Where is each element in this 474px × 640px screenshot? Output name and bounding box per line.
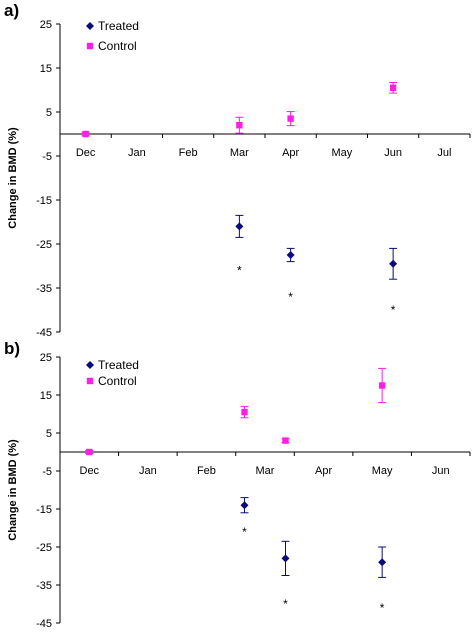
treated-point — [378, 558, 387, 567]
x-tick-label: Dec — [76, 147, 96, 159]
x-tick-label: Jun — [384, 147, 402, 159]
control-point — [236, 122, 243, 129]
x-tick-label: May — [372, 465, 393, 477]
significance-marker: * — [288, 290, 293, 304]
y-tick-label: -45 — [36, 618, 52, 630]
y-tick-label: -5 — [42, 151, 52, 163]
treated-point — [286, 251, 295, 259]
x-tick-label: Apr — [315, 465, 332, 477]
y-axis-label: Change in BMD (%) — [7, 439, 19, 541]
control-point — [389, 84, 397, 91]
y-tick-label: 15 — [40, 63, 52, 75]
y-tick-label: 15 — [40, 390, 52, 402]
control-point — [287, 115, 294, 122]
control-point — [82, 130, 89, 138]
legend-treated-marker — [86, 22, 94, 30]
y-tick-label: -25 — [36, 542, 52, 554]
legend-treated-label: Treated — [98, 19, 139, 33]
y-tick-label: -35 — [36, 283, 52, 295]
significance-marker: * — [242, 525, 247, 539]
legend-control-marker — [86, 377, 94, 385]
control-point — [282, 437, 289, 444]
y-tick-label: -5 — [42, 466, 52, 478]
control-point — [241, 408, 248, 416]
y-tick-label: 5 — [46, 107, 52, 119]
y-tick-label: -35 — [36, 580, 52, 592]
panel-label: b) — [4, 339, 20, 358]
x-tick-label: May — [331, 147, 352, 159]
y-tick-label: -15 — [36, 504, 52, 516]
significance-marker: * — [237, 263, 242, 277]
y-tick-label: 5 — [46, 428, 52, 440]
x-tick-label: Jan — [139, 465, 157, 477]
y-tick-label: 25 — [40, 19, 52, 31]
treated-point — [240, 501, 249, 510]
significance-marker: * — [283, 597, 288, 611]
significance-marker: * — [391, 303, 396, 317]
x-tick-label: Jan — [128, 147, 146, 159]
legend-control-marker — [86, 42, 94, 50]
x-tick-label: Feb — [197, 465, 216, 477]
y-axis-label: Change in BMD (%) — [7, 127, 19, 229]
x-tick-label: Dec — [80, 465, 100, 477]
panel-label: a) — [4, 1, 19, 20]
x-tick-label: Jul — [437, 147, 451, 159]
significance-marker: * — [380, 601, 385, 615]
y-tick-label: -15 — [36, 195, 52, 207]
x-tick-label: Apr — [282, 147, 299, 159]
treated-point — [389, 259, 398, 268]
y-tick-label: -25 — [36, 239, 52, 251]
y-tick-label: 25 — [40, 352, 52, 364]
treated-point — [281, 554, 290, 563]
y-tick-label: -45 — [36, 327, 52, 339]
legend-control-label: Control — [98, 39, 137, 53]
legend-control-label: Control — [98, 374, 137, 388]
x-tick-label: Mar — [256, 465, 275, 477]
legend-treated-marker — [86, 361, 94, 369]
x-tick-label: Mar — [230, 147, 249, 159]
x-tick-label: Feb — [179, 147, 198, 159]
control-point — [378, 382, 386, 389]
control-point — [86, 448, 93, 456]
x-tick-label: Jun — [432, 465, 450, 477]
treated-point — [235, 222, 244, 231]
legend-treated-label: Treated — [98, 358, 139, 372]
